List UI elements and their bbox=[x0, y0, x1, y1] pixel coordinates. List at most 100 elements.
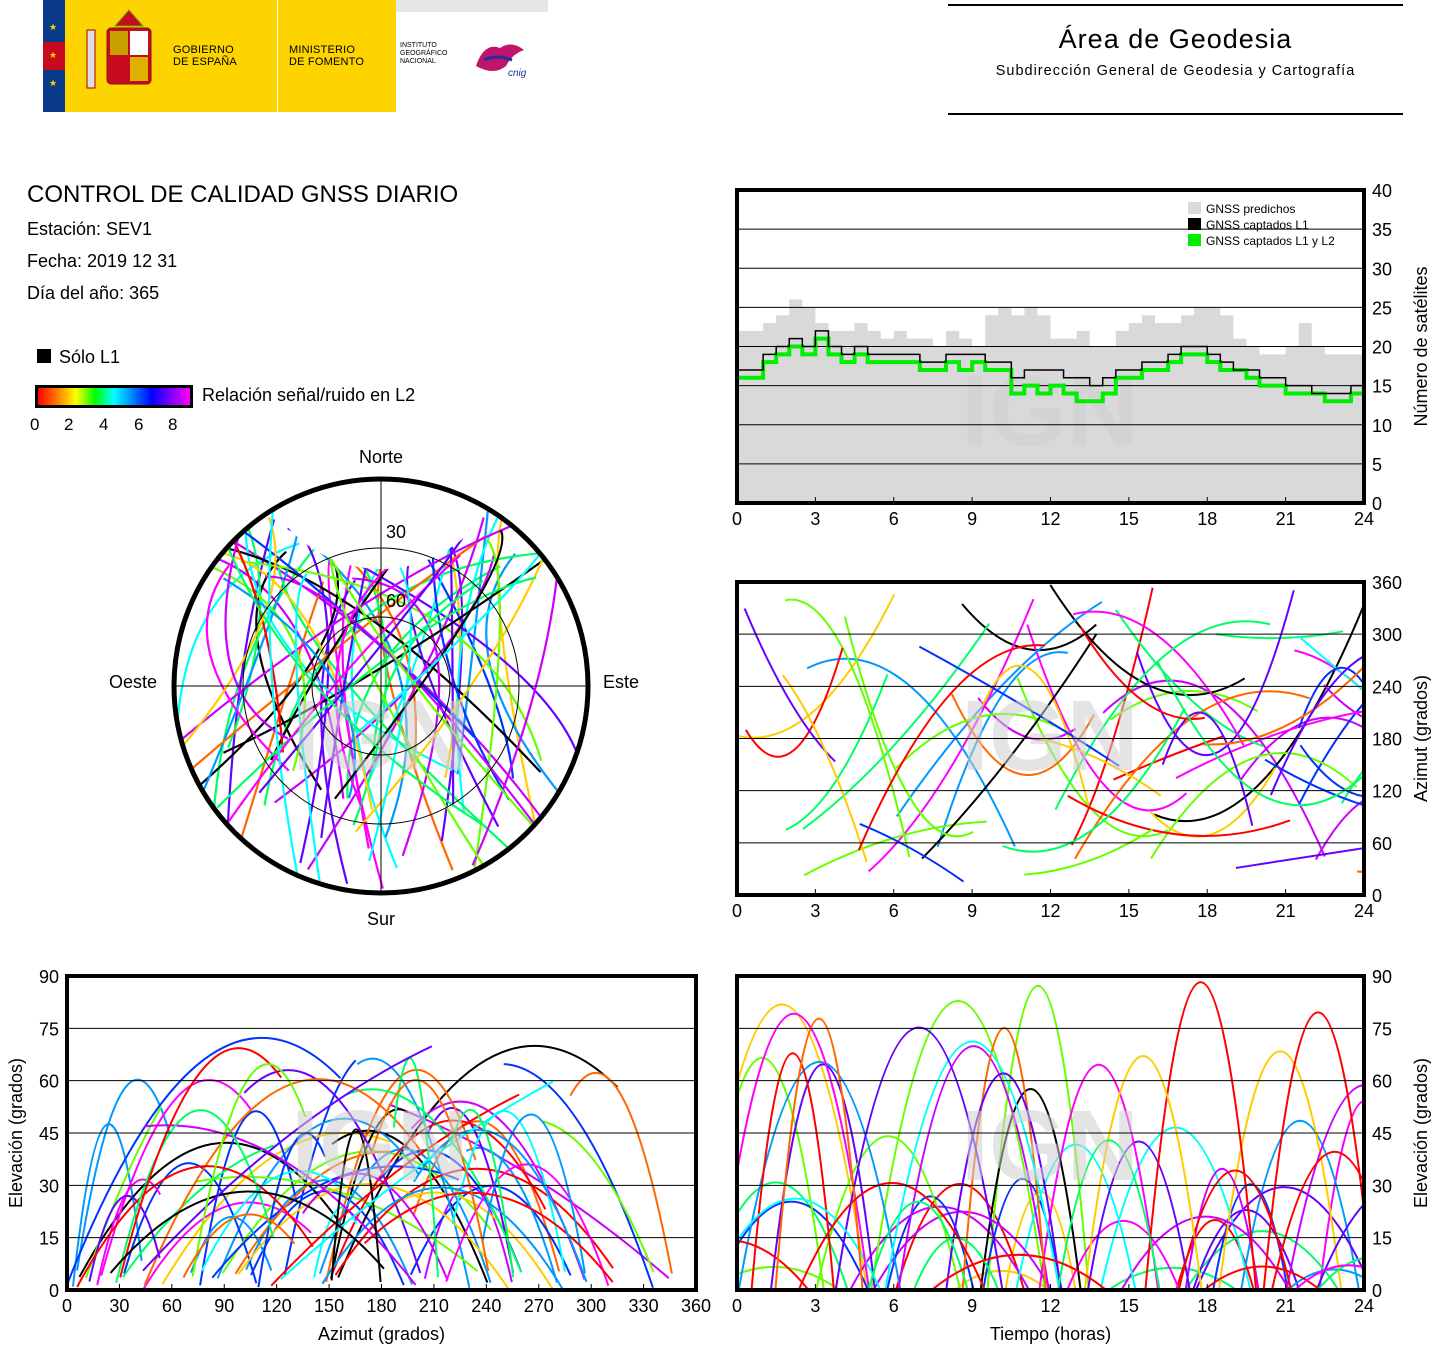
et-track bbox=[1057, 1139, 1161, 1290]
date-label: Fecha: 2019 12 31 bbox=[27, 251, 178, 271]
az-track bbox=[1299, 744, 1364, 798]
ea-track bbox=[194, 1175, 479, 1272]
sky-track bbox=[225, 526, 285, 753]
svg-text:★: ★ bbox=[49, 78, 57, 88]
x-tick-label: 21 bbox=[1276, 901, 1296, 921]
ea-track bbox=[88, 1195, 161, 1282]
ea-track bbox=[330, 1128, 382, 1283]
az-track bbox=[1135, 589, 1295, 757]
az-track bbox=[784, 598, 911, 858]
x-tick-label: 3 bbox=[810, 509, 820, 529]
sky-track bbox=[485, 553, 588, 827]
ea-track bbox=[76, 1165, 314, 1288]
sky-track bbox=[274, 553, 496, 804]
et-track bbox=[1066, 1219, 1181, 1290]
ea-track bbox=[346, 1088, 523, 1273]
ea-track bbox=[211, 1165, 460, 1279]
y-tick-label: 0 bbox=[1372, 494, 1382, 514]
ea-tracks bbox=[67, 1037, 673, 1290]
ea-track bbox=[445, 1163, 610, 1286]
et-track bbox=[1108, 1266, 1238, 1290]
ea-track bbox=[123, 1162, 258, 1284]
eu-stars-icon: ★ ★ ★ bbox=[43, 0, 65, 112]
et-track bbox=[979, 1087, 1082, 1290]
x-tick-label: 6 bbox=[889, 901, 899, 921]
ea-track bbox=[122, 1144, 275, 1278]
y-tick-label: 75 bbox=[1372, 1019, 1392, 1039]
x-tick-label: 15 bbox=[1119, 509, 1139, 529]
ea-track bbox=[280, 1080, 554, 1280]
sky-track bbox=[456, 489, 492, 775]
y-axis-label: Elevación (grados) bbox=[1411, 1058, 1431, 1208]
az-track bbox=[1156, 660, 1364, 807]
x-tick-label: 0 bbox=[732, 509, 742, 529]
et-track bbox=[1086, 1140, 1191, 1290]
az-track bbox=[1298, 701, 1364, 805]
et-track bbox=[1184, 1168, 1260, 1290]
x-tick-label: 300 bbox=[576, 1296, 606, 1316]
az-track bbox=[1074, 690, 1310, 860]
ea-track bbox=[283, 1059, 357, 1276]
az-track bbox=[1110, 689, 1258, 721]
y-tick-label: 45 bbox=[39, 1124, 59, 1144]
et-track bbox=[945, 1072, 1062, 1290]
ea-track bbox=[115, 1109, 275, 1284]
y-tick-label: 120 bbox=[1372, 782, 1402, 802]
legend-label: GNSS predichos bbox=[1206, 202, 1295, 216]
et-track bbox=[737, 1200, 869, 1290]
ea-track bbox=[257, 1132, 326, 1288]
ea-track bbox=[451, 1110, 566, 1272]
colorbar-tick: 4 bbox=[99, 415, 109, 434]
az-track bbox=[1072, 610, 1245, 746]
az-track bbox=[1323, 684, 1364, 719]
ea-track bbox=[67, 1037, 342, 1284]
ea-track bbox=[200, 1170, 343, 1272]
y-tick-label: 15 bbox=[39, 1229, 59, 1249]
svg-text:★: ★ bbox=[49, 50, 57, 60]
sky-track bbox=[258, 537, 464, 794]
ea-track bbox=[182, 1213, 296, 1278]
ign-logo-text: INSTITUTO GEOGRÁFICO NACIONAL bbox=[400, 42, 448, 65]
l1-only-swatch bbox=[37, 349, 51, 363]
ea-track bbox=[144, 1124, 417, 1286]
legend-swatch bbox=[1188, 234, 1201, 246]
et-track bbox=[737, 1240, 810, 1290]
et-track bbox=[886, 1195, 975, 1290]
et-track bbox=[1240, 1120, 1360, 1290]
x-tick-label: 18 bbox=[1197, 901, 1217, 921]
az-track bbox=[802, 623, 991, 830]
elevation-time-chart: IGN 0 15 30 45 60 75 90 0 3 6 9 12 15 18 21 24 Elevación … bbox=[732, 967, 1431, 1344]
x-tick-label: 24 bbox=[1354, 1296, 1374, 1316]
sky-track bbox=[302, 536, 408, 838]
sky-track bbox=[372, 580, 484, 766]
ea-track bbox=[330, 1108, 409, 1279]
az-track bbox=[1294, 649, 1364, 693]
az-track bbox=[895, 601, 1103, 818]
ign-watermark: IGN bbox=[961, 1090, 1139, 1202]
et-track bbox=[931, 1253, 1107, 1290]
sky-track bbox=[294, 573, 322, 887]
x-tick-label: 0 bbox=[732, 901, 742, 921]
station-label: Estación: SEV1 bbox=[27, 219, 153, 239]
az-track bbox=[1150, 752, 1358, 860]
az-track bbox=[738, 593, 896, 739]
ea-track bbox=[481, 1113, 586, 1274]
az-track bbox=[1070, 587, 1154, 846]
az-track bbox=[1315, 799, 1364, 861]
az-track bbox=[843, 616, 974, 838]
colorbar-label: Relación señal/ruido en L2 bbox=[202, 385, 416, 405]
y-tick-label: 35 bbox=[1372, 220, 1392, 240]
ign-logo: INSTITUTO GEOGRÁFICO NACIONAL cnig bbox=[396, 0, 548, 112]
sky-track bbox=[222, 544, 566, 754]
x-tick-label: 3 bbox=[810, 1296, 820, 1316]
y-tick-label: 180 bbox=[1372, 730, 1402, 750]
ea-track bbox=[541, 1120, 655, 1273]
ea-track bbox=[119, 1047, 283, 1278]
ea-track bbox=[302, 1172, 449, 1281]
y-tick-label: 20 bbox=[1372, 338, 1392, 358]
l1-only-label: Sólo L1 bbox=[59, 347, 121, 367]
x-tick-label: 15 bbox=[1119, 901, 1139, 921]
et-track bbox=[1318, 1100, 1364, 1290]
series-l1l2-line bbox=[737, 336, 1366, 404]
y-tick-label: 360 bbox=[1372, 573, 1402, 593]
